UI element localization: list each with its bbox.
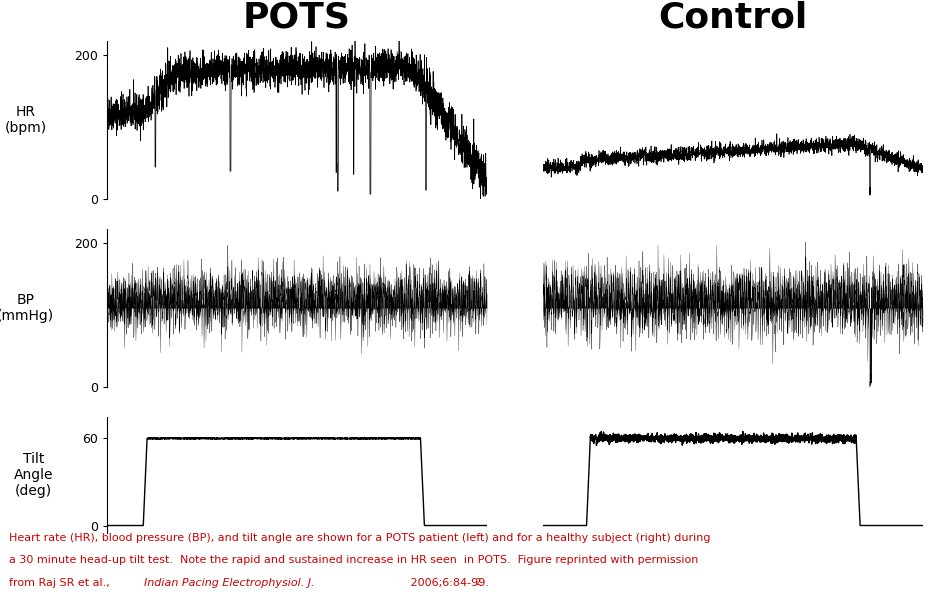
Text: FIGURE 1: FIGURE 1: [11, 8, 104, 26]
Text: from Raj SR et al.,: from Raj SR et al.,: [9, 578, 114, 588]
Text: 2006;6:84-99.: 2006;6:84-99.: [406, 578, 488, 588]
Y-axis label: Tilt
Angle
(deg): Tilt Angle (deg): [14, 452, 53, 498]
Title: POTS: POTS: [243, 0, 351, 34]
Text: a 30 minute head-up tilt test.  Note the rapid and sustained increase in HR seen: a 30 minute head-up tilt test. Note the …: [9, 555, 699, 565]
Text: Indian Pacing Electrophysiol. J.: Indian Pacing Electrophysiol. J.: [144, 578, 315, 588]
Text: 2: 2: [475, 578, 480, 587]
Y-axis label: HR
(bpm): HR (bpm): [5, 105, 47, 135]
Y-axis label: BP
(mmHg): BP (mmHg): [0, 293, 54, 323]
Title: Control: Control: [658, 0, 807, 34]
Text: Heart rate (HR), blood pressure (BP), and tilt angle are shown for a POTS patien: Heart rate (HR), blood pressure (BP), an…: [9, 533, 711, 543]
